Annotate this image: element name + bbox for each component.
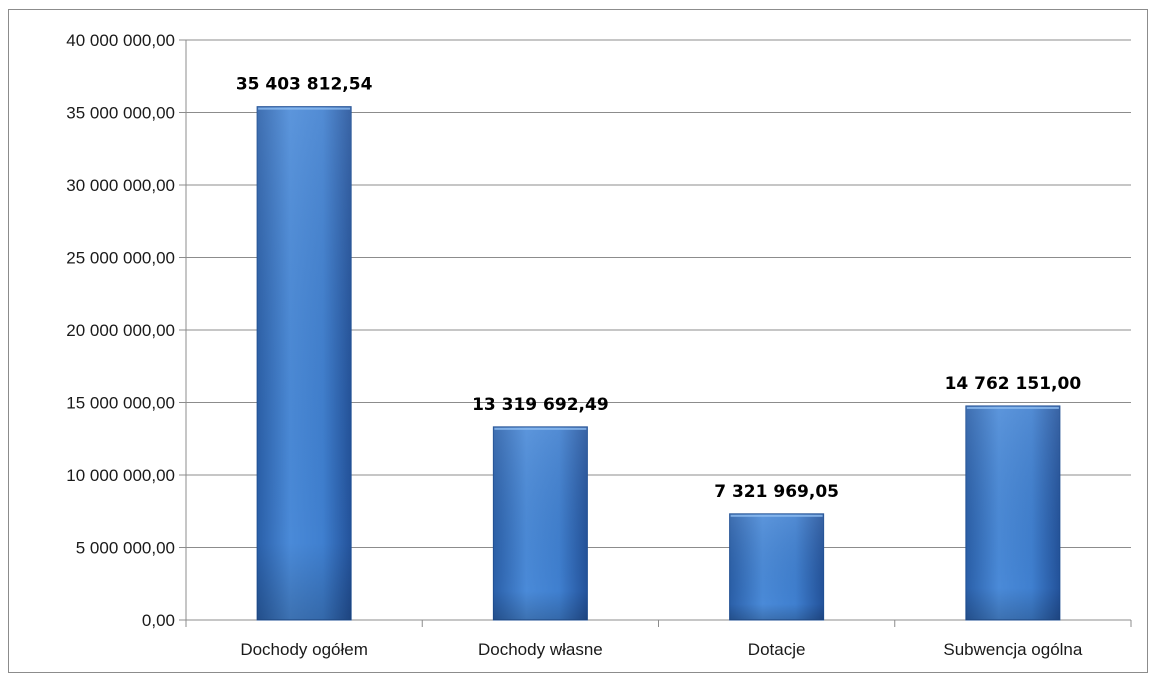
data-labels: 35 403 812,54 13 319 692,49 7 321 969,05 14… bbox=[236, 75, 1082, 502]
x-axis-category-labels: Dochody ogółem Dochody własne Dotacje Subwe… bbox=[240, 640, 1083, 659]
bar-shading bbox=[729, 513, 824, 620]
y-tick-label: 30 000 000,00 bbox=[66, 176, 175, 195]
bar-top-highlight bbox=[494, 427, 587, 430]
bar-top-highlight bbox=[258, 107, 351, 110]
bars bbox=[256, 106, 1061, 621]
y-tick-label: 35 000 000,00 bbox=[66, 104, 175, 123]
x-category-label: Dochody własne bbox=[478, 640, 603, 659]
x-category-label: Subwencja ogólna bbox=[943, 640, 1082, 659]
x-category-label: Dochody ogółem bbox=[240, 640, 368, 659]
y-tick-label: 20 000 000,00 bbox=[66, 321, 175, 340]
bar-shading bbox=[493, 426, 588, 620]
y-tick-label: 40 000 000,00 bbox=[66, 31, 175, 50]
y-tick-label: 15 000 000,00 bbox=[66, 394, 175, 413]
bar-top-highlight bbox=[966, 406, 1059, 409]
y-tick-label: 10 000 000,00 bbox=[66, 466, 175, 485]
y-tick-label: 0,00 bbox=[142, 611, 175, 630]
bar-shading bbox=[257, 106, 352, 620]
y-axis-tick-labels: 0,00 5 000 000,00 10 000 000,00 15 000 000,… bbox=[66, 31, 175, 630]
bar-data-label: 35 403 812,54 bbox=[236, 75, 373, 95]
bar-top-highlight bbox=[730, 514, 823, 517]
y-tick-label: 5 000 000,00 bbox=[76, 539, 175, 558]
y-tick-label: 25 000 000,00 bbox=[66, 249, 175, 268]
bar-shading bbox=[965, 405, 1060, 620]
bar-data-label: 7 321 969,05 bbox=[714, 482, 839, 502]
bar-data-label: 13 319 692,49 bbox=[472, 395, 609, 415]
x-category-label: Dotacje bbox=[748, 640, 806, 659]
bar-data-label: 14 762 151,00 bbox=[945, 374, 1082, 394]
